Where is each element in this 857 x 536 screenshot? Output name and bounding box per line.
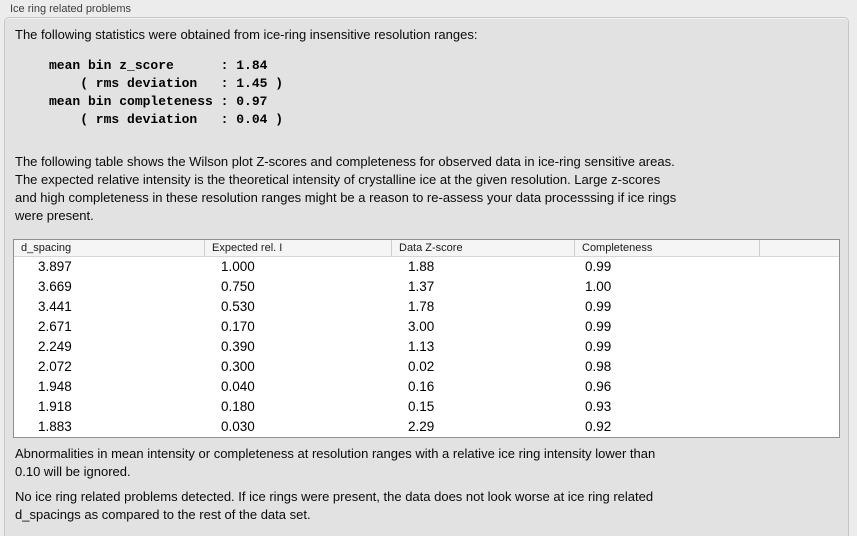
cell-expected-rel-i: 0.040 [221, 379, 255, 394]
table-row[interactable]: 1.948 0.040 0.16 0.96 [14, 377, 839, 397]
cell-d-spacing: 2.072 [38, 359, 72, 374]
cell-expected-rel-i: 0.530 [221, 299, 255, 314]
cell-d-spacing: 3.669 [38, 279, 72, 294]
table-row[interactable]: 3.441 0.530 1.78 0.99 [14, 297, 839, 317]
table-row[interactable]: 2.072 0.300 0.02 0.98 [14, 357, 839, 377]
cell-completeness: 0.99 [585, 299, 612, 314]
table-body: 3.897 1.000 1.88 0.99 3.669 0.750 1.37 1.00 3.44… [14, 257, 839, 437]
table-row[interactable]: 2.671 0.170 3.00 0.99 [14, 317, 839, 337]
cell-empty [759, 257, 839, 277]
cell-data-z-score: 3.00 [408, 319, 435, 334]
ignore-note-text: Abnormalities in mean intensity or compl… [15, 446, 656, 479]
table-row[interactable]: 2.249 0.390 1.13 0.99 [14, 337, 839, 357]
cell-completeness: 0.99 [585, 339, 612, 354]
conclusion-text: No ice ring related problems detected. I… [15, 489, 654, 522]
cell-d-spacing: 1.948 [38, 379, 72, 394]
cell-data-z-score: 1.78 [408, 299, 435, 314]
stats-block: mean bin z_score : 1.84 ( rms deviation … [49, 58, 284, 127]
cell-data-z-score: 0.15 [408, 399, 435, 414]
cell-completeness: 0.99 [585, 319, 612, 334]
cell-d-spacing: 3.441 [38, 299, 72, 314]
table-row[interactable]: 1.883 0.030 2.29 0.92 [14, 417, 839, 437]
column-header-empty[interactable] [759, 240, 839, 256]
intro-text: The following statistics were obtained f… [15, 27, 478, 42]
column-header-completeness[interactable]: Completeness [574, 240, 759, 256]
cell-completeness: 0.92 [585, 419, 612, 434]
cell-expected-rel-i: 0.030 [221, 419, 255, 434]
cell-empty [759, 417, 839, 437]
cell-data-z-score: 1.13 [408, 339, 435, 354]
cell-completeness: 0.96 [585, 379, 612, 394]
cell-data-z-score: 2.29 [408, 419, 435, 434]
cell-d-spacing: 1.883 [38, 419, 72, 434]
cell-empty [759, 377, 839, 397]
cell-completeness: 0.99 [585, 259, 612, 274]
cell-empty [759, 317, 839, 337]
cell-data-z-score: 0.02 [408, 359, 435, 374]
table-row[interactable]: 3.669 0.750 1.37 1.00 [14, 277, 839, 297]
column-header-data-z-score[interactable]: Data Z-score [391, 240, 574, 256]
cell-data-z-score: 1.88 [408, 259, 435, 274]
cell-empty [759, 357, 839, 377]
cell-empty [759, 337, 839, 357]
cell-completeness: 0.93 [585, 399, 612, 414]
table-row[interactable]: 3.897 1.000 1.88 0.99 [14, 257, 839, 277]
column-header-d-spacing[interactable]: d_spacing [21, 242, 72, 254]
cell-empty [759, 297, 839, 317]
ice-ring-table: d_spacing Expected rel. I Data Z-score C… [13, 239, 840, 438]
cell-d-spacing: 1.918 [38, 399, 72, 414]
cell-completeness: 0.98 [585, 359, 612, 374]
cell-expected-rel-i: 0.170 [221, 319, 255, 334]
cell-data-z-score: 1.37 [408, 279, 435, 294]
cell-empty [759, 397, 839, 417]
cell-data-z-score: 0.16 [408, 379, 435, 394]
cell-expected-rel-i: 0.180 [221, 399, 255, 414]
cell-expected-rel-i: 0.750 [221, 279, 255, 294]
column-header-expected-rel-i[interactable]: Expected rel. I [204, 240, 391, 256]
cell-d-spacing: 2.249 [38, 339, 72, 354]
table-row[interactable]: 1.918 0.180 0.15 0.93 [14, 397, 839, 417]
cell-completeness: 1.00 [585, 279, 612, 294]
table-header-row: d_spacing Expected rel. I Data Z-score C… [14, 240, 839, 257]
cell-d-spacing: 2.671 [38, 319, 72, 334]
cell-expected-rel-i: 0.390 [221, 339, 255, 354]
cell-expected-rel-i: 1.000 [221, 259, 255, 274]
cell-d-spacing: 3.897 [38, 259, 72, 274]
cell-empty [759, 277, 839, 297]
panel-title: Ice ring related problems [10, 3, 132, 15]
cell-expected-rel-i: 0.300 [221, 359, 255, 374]
ice-ring-panel: The following statistics were obtained f… [4, 17, 849, 536]
description-text: The following table shows the Wilson plo… [15, 154, 677, 223]
